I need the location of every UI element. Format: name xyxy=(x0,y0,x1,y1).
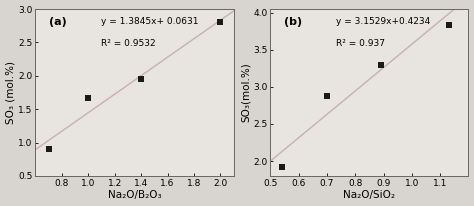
X-axis label: Na₂O/B₂O₃: Na₂O/B₂O₃ xyxy=(108,190,161,200)
Text: R² = 0.9532: R² = 0.9532 xyxy=(101,39,155,48)
Point xyxy=(45,147,53,151)
X-axis label: Na₂O/SiO₂: Na₂O/SiO₂ xyxy=(344,190,395,200)
Point xyxy=(137,77,145,81)
Point xyxy=(217,21,224,24)
Text: y = 3.1529x+0.4234: y = 3.1529x+0.4234 xyxy=(336,17,430,26)
Point xyxy=(377,63,384,66)
Text: y = 1.3845x+ 0.0631: y = 1.3845x+ 0.0631 xyxy=(101,17,198,26)
Point xyxy=(323,94,331,97)
Text: (b): (b) xyxy=(284,17,302,27)
Y-axis label: SO₃(mol.%): SO₃(mol.%) xyxy=(240,63,250,122)
Text: (a): (a) xyxy=(49,17,67,27)
Point xyxy=(84,96,92,99)
Point xyxy=(278,165,285,169)
Y-axis label: SO₃ (mol.%): SO₃ (mol.%) xyxy=(6,61,16,124)
Point xyxy=(445,23,452,26)
Text: R² = 0.937: R² = 0.937 xyxy=(336,39,385,48)
